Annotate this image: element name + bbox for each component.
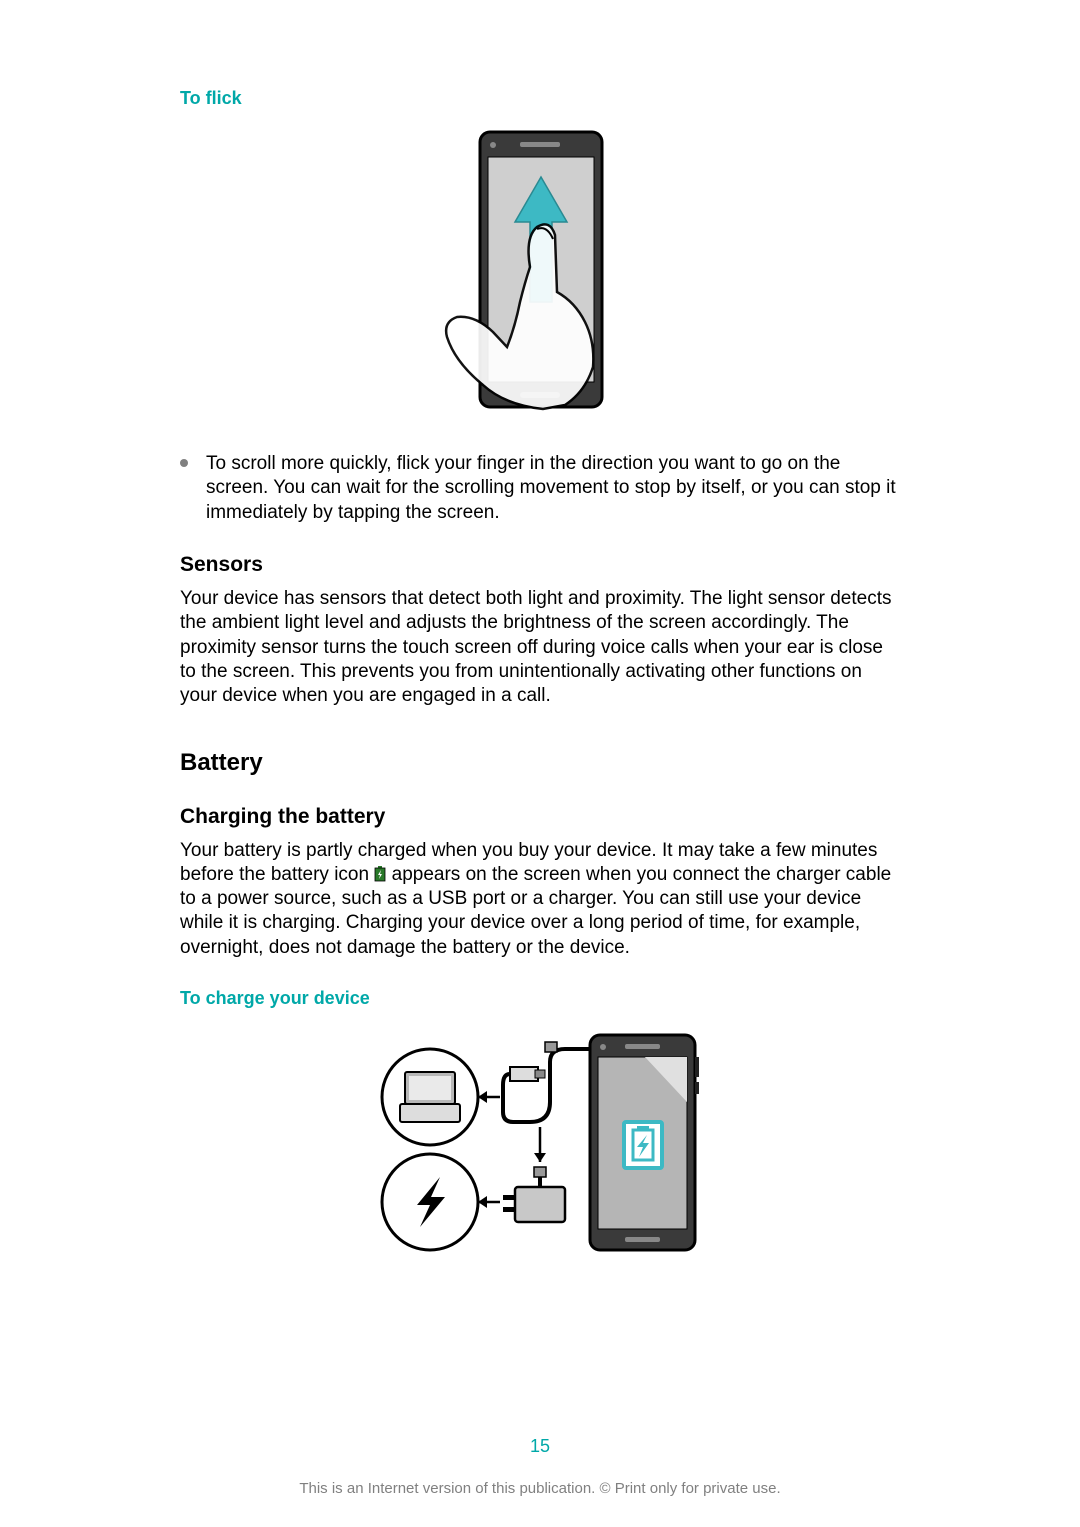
charging-paragraph: Your battery is partly charged when you …	[180, 839, 900, 961]
charge-diagram-svg	[375, 1027, 705, 1257]
flick-bullet-text: To scroll more quickly, flick your finge…	[206, 452, 900, 525]
footer-note: This is an Internet version of this publ…	[0, 1480, 1080, 1497]
sensors-heading: Sensors	[180, 553, 900, 577]
battery-icon	[374, 865, 386, 881]
charging-heading: Charging the battery	[180, 805, 900, 829]
sensors-paragraph: Your device has sensors that detect both…	[180, 587, 900, 709]
battery-heading: Battery	[180, 749, 900, 777]
bullet-icon	[180, 459, 188, 467]
charge-link[interactable]: To charge your device	[180, 988, 900, 1009]
charge-figure	[180, 1027, 900, 1262]
flick-link[interactable]: To flick	[180, 88, 900, 109]
flick-diagram-svg	[435, 127, 645, 417]
flick-figure	[180, 127, 900, 422]
flick-bullet-item: To scroll more quickly, flick your finge…	[180, 452, 900, 525]
page-number: 15	[0, 1436, 1080, 1457]
